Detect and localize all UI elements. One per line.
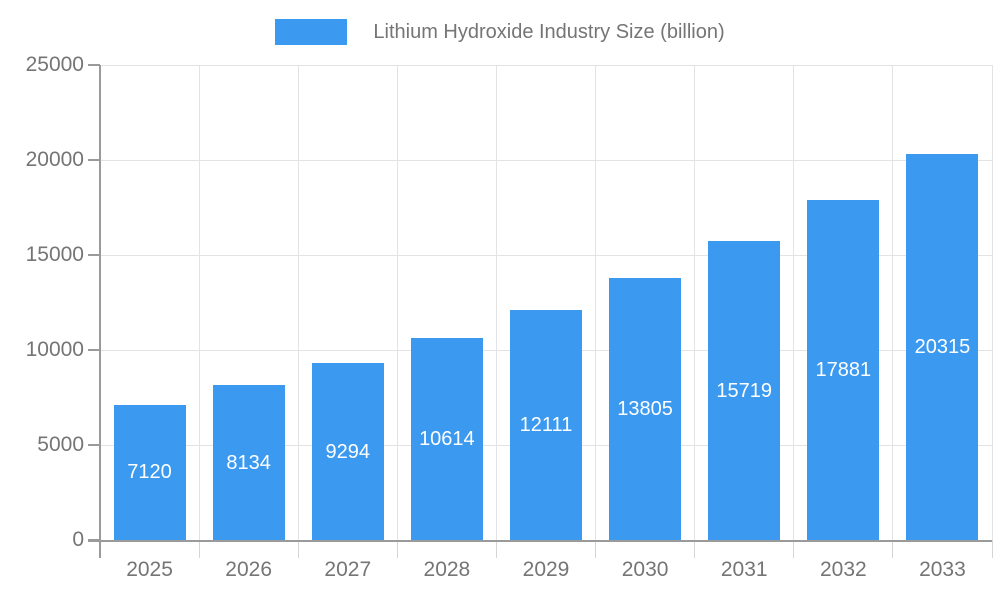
- x-tick-label: 2025: [126, 558, 173, 581]
- y-tick-label: 25000: [25, 53, 84, 76]
- x-gridline: [297, 65, 299, 540]
- x-axis-tick: [694, 540, 696, 558]
- legend-label: Lithium Hydroxide Industry Size (billion…: [373, 20, 725, 43]
- bar-value-label: 20315: [914, 335, 971, 358]
- y-gridline: [100, 64, 992, 66]
- y-tick-label: 20000: [25, 148, 84, 171]
- x-tick-label: 2027: [324, 558, 372, 581]
- x-axis-tick: [991, 540, 993, 558]
- x-axis-tick: [793, 540, 795, 558]
- bar-2025[interactable]: 7120: [113, 404, 186, 540]
- legend: Lithium Hydroxide Industry Size (billion…: [0, 19, 1000, 45]
- bar-value-label: 7120: [127, 461, 172, 484]
- x-tick-label: 2030: [621, 558, 669, 581]
- bar-value-label: 9294: [325, 440, 371, 463]
- x-axis-tick: [892, 540, 894, 558]
- bar-value-label: 17881: [815, 359, 872, 382]
- y-axis-tick: [88, 349, 100, 351]
- bar-2032[interactable]: 17881: [807, 200, 880, 540]
- x-axis-tick: [198, 540, 200, 558]
- y-gridline: [100, 254, 992, 256]
- bar-value-label: 8134: [226, 451, 271, 474]
- x-tick-label: 2026: [225, 558, 273, 581]
- y-tick-label: 15000: [25, 243, 84, 266]
- x-gridline: [793, 65, 795, 540]
- y-axis-tick: [88, 444, 100, 446]
- bar-2031[interactable]: 15719: [708, 241, 781, 540]
- x-axis-tick: [297, 540, 299, 558]
- bar-value-label: 12111: [519, 413, 573, 436]
- bar-2029[interactable]: 12111: [510, 309, 582, 540]
- x-tick-label: 2032: [819, 558, 867, 581]
- x-gridline: [396, 65, 398, 540]
- x-axis-tick: [495, 540, 497, 558]
- x-axis-tick: [396, 540, 398, 558]
- x-gridline: [694, 65, 696, 540]
- y-tick-label: 5000: [37, 433, 84, 456]
- x-gridline: [595, 65, 597, 540]
- x-gridline: [495, 65, 497, 540]
- bar-2033[interactable]: 20315: [906, 154, 979, 540]
- legend-swatch-icon: [275, 19, 348, 45]
- y-axis-tick: [88, 254, 100, 256]
- y-tick-label: 10000: [25, 338, 84, 361]
- y-gridline: [100, 159, 992, 161]
- y-tick-label: 0: [72, 528, 84, 551]
- y-axis-line: [99, 65, 101, 558]
- bar-value-label: 13805: [617, 397, 673, 420]
- x-tick-label: 2031: [720, 558, 768, 581]
- bar-2026[interactable]: 8134: [212, 385, 285, 540]
- bar-2027[interactable]: 9294: [311, 363, 384, 540]
- bar-value-label: 10614: [419, 428, 475, 451]
- x-axis-tick: [595, 540, 597, 558]
- bar-2028[interactable]: 10614: [410, 338, 483, 540]
- bar-2030[interactable]: 13805: [609, 277, 682, 540]
- x-tick-label: 2029: [522, 558, 570, 581]
- x-tick-label: 2033: [919, 558, 966, 581]
- x-tick-label: 2028: [423, 558, 471, 581]
- x-gridline: [198, 65, 200, 540]
- y-axis-tick: [88, 64, 100, 66]
- x-gridline: [991, 65, 993, 540]
- bar-value-label: 15719: [716, 379, 773, 402]
- y-axis-tick: [88, 159, 100, 161]
- x-axis-line: [88, 540, 992, 542]
- x-gridline: [892, 65, 894, 540]
